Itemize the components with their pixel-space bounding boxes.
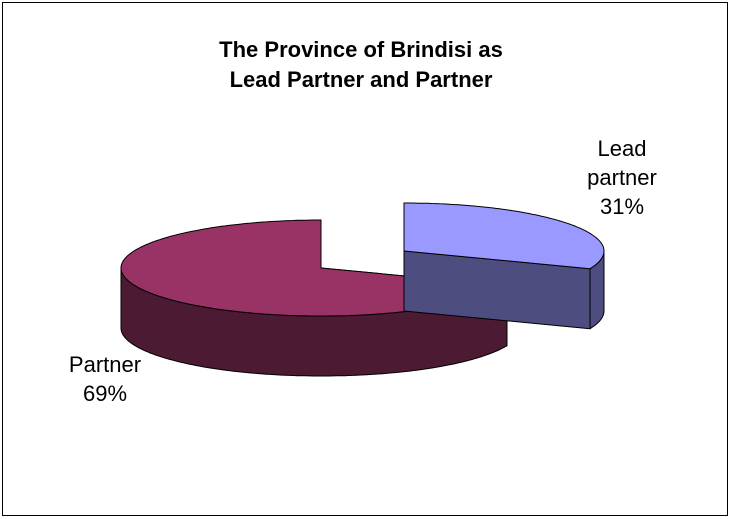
value-label: 69%	[82, 381, 128, 406]
slice-label: Lead partner 31%	[572, 134, 672, 221]
chart-title: The Province of Brindisi as Lead Partner…	[219, 37, 503, 92]
category-label: Lead partner	[587, 136, 657, 190]
slice-label: Partner 69%	[40, 350, 170, 408]
pie-slice	[403, 202, 605, 270]
category-label: Partner	[68, 352, 142, 377]
value-label: 31%	[599, 194, 645, 219]
